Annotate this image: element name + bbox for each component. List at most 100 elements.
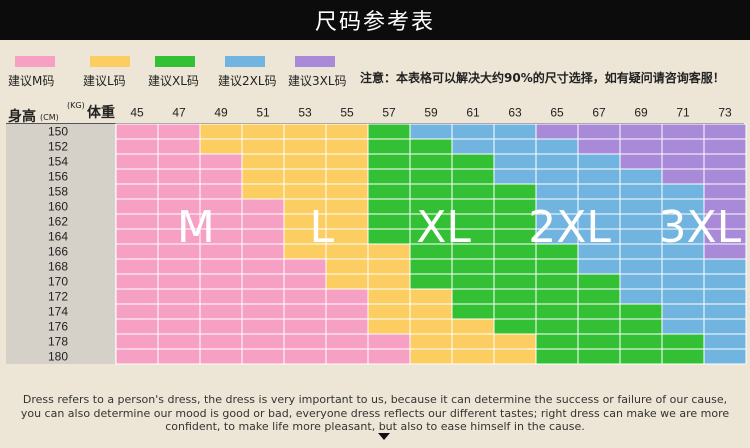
cell-180-63 bbox=[493, 348, 537, 365]
cell-168-49 bbox=[199, 258, 243, 275]
weight-tick-71: 71 bbox=[676, 106, 690, 120]
size-region-label-m: M bbox=[177, 202, 215, 253]
cell-174-49 bbox=[199, 303, 243, 320]
cell-154-63 bbox=[493, 153, 537, 170]
cell-180-47 bbox=[157, 348, 201, 365]
cell-180-55 bbox=[325, 348, 369, 365]
cell-150-67 bbox=[577, 123, 621, 140]
cell-180-53 bbox=[283, 348, 327, 365]
cell-152-67 bbox=[577, 138, 621, 155]
cell-158-71 bbox=[661, 183, 705, 200]
cell-168-55 bbox=[325, 258, 369, 275]
cell-164-69 bbox=[619, 228, 663, 245]
height-tick-154: 154 bbox=[48, 155, 68, 169]
cell-152-63 bbox=[493, 138, 537, 155]
cell-170-67 bbox=[577, 273, 621, 290]
size-region-label-3xl: 3XL bbox=[658, 202, 741, 253]
cell-158-59 bbox=[409, 183, 453, 200]
cell-178-63 bbox=[493, 333, 537, 350]
cell-180-71 bbox=[661, 348, 705, 365]
cell-172-57 bbox=[367, 288, 411, 305]
footer-line-2: you can also determine our mood is good … bbox=[20, 406, 730, 420]
cell-170-45 bbox=[115, 273, 159, 290]
cell-150-53 bbox=[283, 123, 327, 140]
cell-150-65 bbox=[535, 123, 579, 140]
legend-label-2xl: 建议2XL码 bbox=[218, 74, 277, 88]
weight-axis-label: 体重 bbox=[87, 105, 115, 121]
cell-154-45 bbox=[115, 153, 159, 170]
cell-166-51 bbox=[241, 243, 285, 260]
height-tick-168: 168 bbox=[48, 260, 68, 274]
cell-152-61 bbox=[451, 138, 495, 155]
cell-158-55 bbox=[325, 183, 369, 200]
cell-160-45 bbox=[115, 198, 159, 215]
cell-170-53 bbox=[283, 273, 327, 290]
cell-174-47 bbox=[157, 303, 201, 320]
weight-tick-67: 67 bbox=[592, 106, 606, 120]
cell-164-57 bbox=[367, 228, 411, 245]
footer-line-3: confident, to make life more pleasant, b… bbox=[165, 420, 585, 433]
cell-170-61 bbox=[451, 273, 495, 290]
cell-156-45 bbox=[115, 168, 159, 185]
legend-item-2xl: 建议2XL码 bbox=[218, 56, 288, 89]
cell-158-67 bbox=[577, 183, 621, 200]
cell-152-47 bbox=[157, 138, 201, 155]
cell-174-71 bbox=[661, 303, 705, 320]
cell-174-45 bbox=[115, 303, 159, 320]
legend-label-xl: 建议XL码 bbox=[148, 74, 199, 88]
cell-168-47 bbox=[157, 258, 201, 275]
cell-168-61 bbox=[451, 258, 495, 275]
legend-item-l: 建议L码 bbox=[83, 56, 153, 89]
cell-154-51 bbox=[241, 153, 285, 170]
cell-156-67 bbox=[577, 168, 621, 185]
cell-162-51 bbox=[241, 213, 285, 230]
cell-180-57 bbox=[367, 348, 411, 365]
cell-172-51 bbox=[241, 288, 285, 305]
height-tick-156: 156 bbox=[48, 170, 68, 184]
cell-150-69 bbox=[619, 123, 663, 140]
cell-150-71 bbox=[661, 123, 705, 140]
cell-170-71 bbox=[661, 273, 705, 290]
cell-176-65 bbox=[535, 318, 579, 335]
cell-154-49 bbox=[199, 153, 243, 170]
height-column-background bbox=[6, 124, 115, 364]
weight-tick-63: 63 bbox=[508, 106, 522, 120]
cell-180-73 bbox=[703, 348, 747, 365]
weight-axis-unit: (KG) bbox=[67, 101, 85, 110]
size-region-label-l: L bbox=[310, 202, 335, 253]
cell-170-47 bbox=[157, 273, 201, 290]
cell-170-59 bbox=[409, 273, 453, 290]
weight-tick-59: 59 bbox=[424, 106, 438, 120]
cell-168-67 bbox=[577, 258, 621, 275]
cell-178-67 bbox=[577, 333, 621, 350]
cell-154-57 bbox=[367, 153, 411, 170]
cell-168-63 bbox=[493, 258, 537, 275]
weight-tick-53: 53 bbox=[298, 106, 312, 120]
footer-paragraph: Dress refers to a person's dress, the dr… bbox=[0, 393, 750, 434]
cell-172-71 bbox=[661, 288, 705, 305]
cell-176-67 bbox=[577, 318, 621, 335]
cell-158-45 bbox=[115, 183, 159, 200]
weight-tick-65: 65 bbox=[550, 106, 564, 120]
cell-170-63 bbox=[493, 273, 537, 290]
cell-180-49 bbox=[199, 348, 243, 365]
cell-172-53 bbox=[283, 288, 327, 305]
cell-176-73 bbox=[703, 318, 747, 335]
cell-156-71 bbox=[661, 168, 705, 185]
cell-176-51 bbox=[241, 318, 285, 335]
cell-150-59 bbox=[409, 123, 453, 140]
cell-170-51 bbox=[241, 273, 285, 290]
size-region-label-2xl: 2XL bbox=[528, 202, 611, 253]
cell-178-47 bbox=[157, 333, 201, 350]
height-tick-164: 164 bbox=[48, 230, 68, 244]
cell-150-73 bbox=[703, 123, 747, 140]
height-tick-158: 158 bbox=[48, 185, 68, 199]
cell-168-73 bbox=[703, 258, 747, 275]
cell-154-73 bbox=[703, 153, 747, 170]
cell-178-53 bbox=[283, 333, 327, 350]
cell-168-57 bbox=[367, 258, 411, 275]
cell-172-49 bbox=[199, 288, 243, 305]
weight-tick-55: 55 bbox=[340, 106, 354, 120]
cell-162-45 bbox=[115, 213, 159, 230]
cell-150-51 bbox=[241, 123, 285, 140]
